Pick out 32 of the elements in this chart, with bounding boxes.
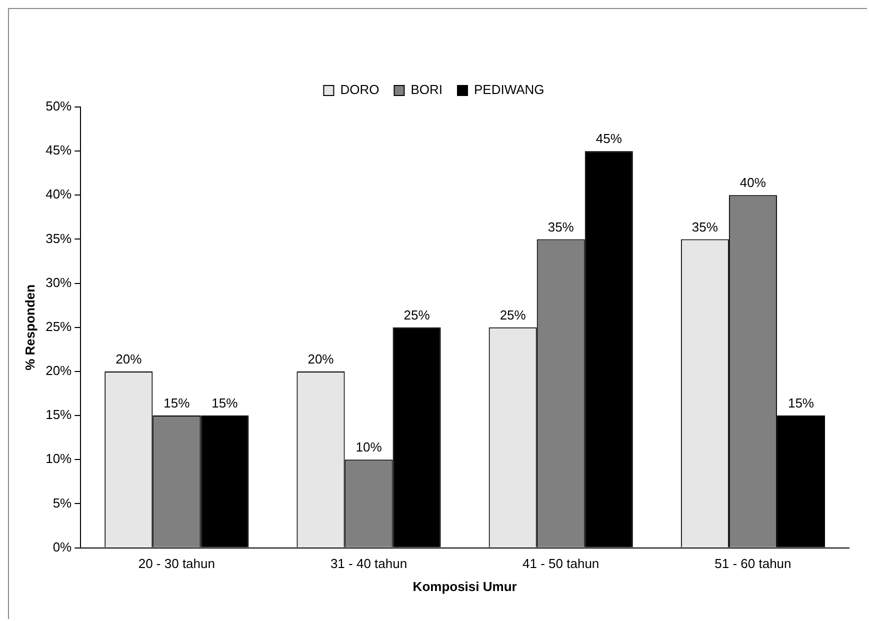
data-label: 20%	[308, 352, 334, 367]
y-axis-title: % Responden	[22, 284, 38, 370]
x-tick-label: 20 - 30 tahun	[138, 556, 215, 572]
x-tick-label: 31 - 40 tahun	[330, 556, 408, 572]
data-label: 20%	[116, 352, 142, 367]
y-tick-label: 5%	[52, 495, 72, 510]
y-tick-label: 15%	[46, 407, 72, 422]
data-label: 15%	[164, 396, 190, 411]
data-label: 15%	[788, 396, 814, 411]
y-tick-label: 50%	[46, 98, 72, 114]
data-label: 15%	[212, 396, 238, 411]
data-label: 10%	[356, 440, 382, 455]
data-label: 35%	[692, 219, 718, 234]
x-tick-label: 51 - 60 tahun	[714, 556, 792, 572]
legend-label: DORO	[340, 82, 380, 98]
y-tick-label: 40%	[46, 186, 72, 202]
y-tick-label: 10%	[46, 451, 72, 466]
data-label: 35%	[548, 219, 574, 234]
y-tick-label: 0%	[52, 539, 72, 554]
x-axis-title: Komposisi Umur	[412, 578, 517, 594]
legend-label: PEDIWANG	[474, 82, 544, 98]
legend-label: BORI	[410, 82, 443, 98]
data-label: 25%	[404, 307, 430, 322]
data-label: 45%	[596, 131, 622, 146]
y-tick-label: 30%	[46, 274, 72, 290]
data-label: 25%	[500, 307, 526, 322]
y-tick-label: 35%	[46, 230, 72, 246]
x-tick-label: 41 - 50 tahun	[522, 556, 600, 572]
data-label: 40%	[740, 175, 766, 190]
y-tick-label: 45%	[46, 142, 72, 158]
y-tick-label: 25%	[46, 318, 72, 334]
y-tick-label: 20%	[46, 363, 72, 378]
